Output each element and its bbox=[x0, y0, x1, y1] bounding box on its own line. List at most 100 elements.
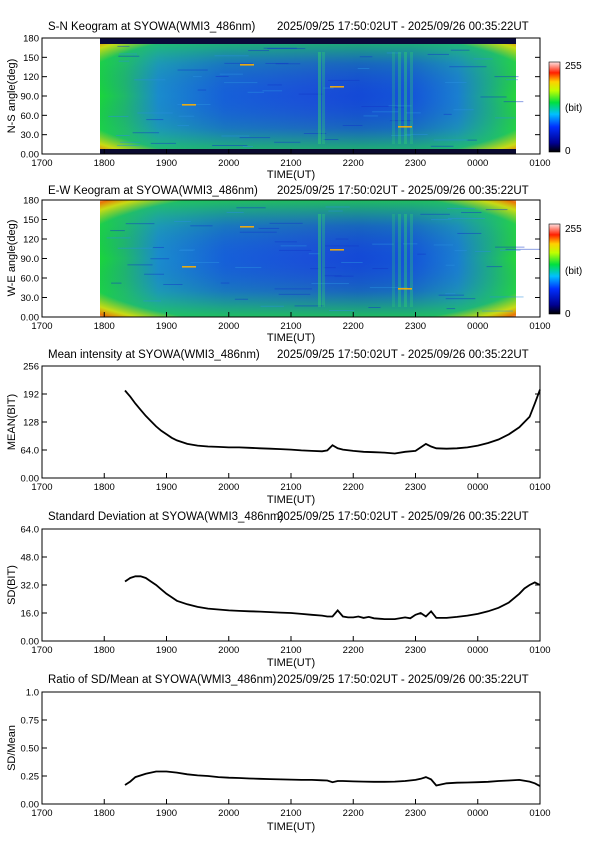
ratio-x-tick-label: 1900 bbox=[156, 808, 177, 819]
keogram-burst bbox=[322, 214, 325, 307]
ew-keogram-y-label: W-E angle(deg) bbox=[6, 220, 18, 297]
sd-y-ticks: 0.00 16.0 32.0 48.0 64.0 bbox=[21, 525, 540, 648]
keogram-streak bbox=[466, 139, 477, 141]
ratio-y-tick-label: 0.75 bbox=[21, 716, 40, 727]
mean-x-tick-label: 2200 bbox=[343, 482, 364, 493]
keogram-streak bbox=[239, 231, 277, 233]
keogram-burst bbox=[398, 52, 401, 144]
keogram-streak bbox=[263, 47, 297, 49]
keogram-streak bbox=[386, 52, 402, 54]
keogram-streak bbox=[235, 267, 262, 268]
sd-title: Standard Deviation at SYOWA(WMI3_486nm) bbox=[48, 511, 284, 523]
mean-frame bbox=[41, 365, 541, 479]
ew-keogram-y-ticks: 0.00 30.0 60.0 90.0 120 150 180 bbox=[21, 196, 540, 324]
mean-x-tick-label: 1700 bbox=[31, 482, 52, 493]
keogram-streak bbox=[215, 75, 229, 77]
keogram-streak bbox=[372, 243, 394, 245]
ratio-x-tick-label: 2300 bbox=[405, 808, 426, 819]
ew-colorbar-unit-label: (bit) bbox=[565, 266, 582, 277]
keogram-streak bbox=[118, 55, 140, 57]
keogram-burst bbox=[322, 52, 325, 144]
keogram-streak bbox=[335, 238, 349, 240]
sd-y-label: SD(BIT) bbox=[6, 565, 18, 605]
keogram-streak bbox=[372, 111, 399, 113]
sd-x-ticks: 1700 1800 1900 2000 2100 2200 2300 0000 0100 bbox=[31, 636, 551, 656]
keogram-streak bbox=[388, 105, 412, 107]
keogram-streak bbox=[212, 145, 248, 146]
keogram-streak bbox=[308, 253, 320, 255]
sn-colorbar-max-label: 255 bbox=[565, 61, 582, 72]
panel-sd-mean-ratio: Ratio of SD/Mean at SYOWA(WMI3_486nm) 20… bbox=[6, 674, 551, 833]
ratio-x-tick-label: 0000 bbox=[467, 808, 488, 819]
sn-colorbar-min-label: 0 bbox=[565, 146, 571, 157]
keogram-streak bbox=[445, 82, 467, 83]
keogram-burst bbox=[318, 52, 321, 144]
keogram-streak bbox=[278, 249, 312, 251]
keogram-streak bbox=[248, 50, 270, 52]
keogram-streak bbox=[111, 282, 122, 284]
ew-keogram-time-range: 2025/09/25 17:50:02UT - 2025/09/26 00:35… bbox=[277, 185, 529, 197]
ew-keogram-y-tick-label: 150 bbox=[23, 215, 39, 226]
keogram-streak bbox=[239, 137, 271, 139]
panel-ew-keogram: E-W Keogram at SYOWA(WMI3_486nm) 2025/09… bbox=[6, 185, 582, 344]
keogram-streak bbox=[224, 62, 253, 64]
mean-y-ticks: 0.00 64.0 128 192 256 bbox=[21, 362, 540, 485]
keogram-streak bbox=[323, 267, 336, 269]
sd-time-range: 2025/09/25 17:50:02UT - 2025/09/26 00:35… bbox=[277, 511, 529, 523]
keogram-streak bbox=[179, 249, 194, 251]
keogram-streak bbox=[324, 245, 359, 247]
keogram-streak bbox=[447, 218, 485, 220]
ew-keogram-x-tick-label: 1700 bbox=[31, 321, 52, 332]
keogram-streak bbox=[361, 106, 397, 107]
keogram-streak bbox=[125, 223, 155, 225]
ratio-y-label: SD/Mean bbox=[6, 725, 18, 771]
sn-keogram-y-tick-label: 150 bbox=[23, 53, 39, 64]
keogram-streak bbox=[480, 96, 507, 98]
keogram-streak bbox=[445, 298, 476, 300]
ratio-x-tick-label: 2000 bbox=[218, 808, 239, 819]
keogram-burst bbox=[404, 214, 407, 307]
keogram-streak bbox=[280, 245, 307, 247]
ew-keogram-x-tick-label: 1800 bbox=[94, 321, 115, 332]
keogram-spot bbox=[182, 266, 196, 268]
keogram-streak bbox=[163, 284, 183, 285]
keogram-streak bbox=[328, 79, 360, 81]
keogram-streak bbox=[116, 144, 140, 146]
sd-series-line bbox=[124, 575, 541, 620]
keogram-streak bbox=[389, 120, 412, 122]
keogram-streak bbox=[391, 134, 412, 136]
sd-x-label: TIME(UT) bbox=[267, 657, 315, 669]
sd-x-tick-label: 1700 bbox=[31, 645, 52, 656]
mean-y-tick-label: 0.00 bbox=[21, 474, 40, 485]
keogram-streak bbox=[177, 69, 208, 71]
keogram-streak bbox=[177, 125, 189, 127]
ratio-title: Ratio of SD/Mean at SYOWA(WMI3_486nm) bbox=[48, 674, 277, 686]
keogram-streak bbox=[214, 55, 249, 57]
keogram-streak bbox=[118, 60, 130, 62]
ratio-frame bbox=[41, 691, 541, 805]
keogram-streak bbox=[324, 275, 342, 277]
keogram-streak bbox=[197, 89, 207, 91]
sn-keogram-y-tick-label: 180 bbox=[23, 34, 39, 45]
ew-keogram-x-tick-label: 2000 bbox=[218, 321, 239, 332]
keogram-streak bbox=[144, 273, 165, 275]
keogram-streak bbox=[310, 268, 320, 270]
sn-colorbar-unit-label: (bit) bbox=[565, 103, 582, 114]
keogram-streak bbox=[445, 264, 455, 266]
keogram-streak bbox=[417, 253, 426, 255]
keogram-streak bbox=[481, 310, 513, 312]
sn-keogram-x-tick-label: 2300 bbox=[405, 158, 426, 169]
keogram-burst bbox=[404, 52, 407, 144]
keogram-spot bbox=[398, 288, 412, 290]
sn-keogram-x-tick-label: 1900 bbox=[156, 158, 177, 169]
sn-keogram-x-tick-label: 2200 bbox=[343, 158, 364, 169]
keogram-streak bbox=[242, 146, 254, 148]
keogram-spot bbox=[240, 226, 254, 228]
keogram-streak bbox=[447, 208, 476, 210]
keogram-streak bbox=[116, 135, 130, 137]
keogram-streak bbox=[137, 112, 173, 114]
ew-keogram-y-tick-label: 60.0 bbox=[21, 274, 40, 285]
mean-time-range: 2025/09/25 17:50:02UT - 2025/09/26 00:35… bbox=[277, 349, 529, 361]
keogram-streak bbox=[247, 91, 265, 93]
